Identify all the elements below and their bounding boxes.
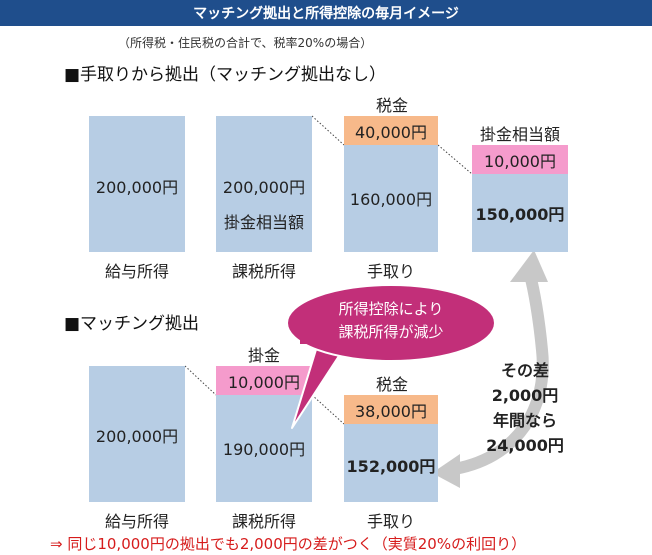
difference-text: その差 2,000円 年間なら 24,000円: [470, 358, 580, 458]
section2-contrib-value: 10,000円: [228, 372, 300, 392]
section2-salary-value: 200,000円: [95, 427, 179, 446]
section1-contrib-value: 10,000円: [484, 151, 556, 171]
section1-final-bar: 150,000円: [472, 174, 568, 252]
section1-taxable-label: 課税所得: [231, 262, 296, 281]
section1-tax-value: 40,000円: [355, 122, 427, 142]
section2-contrib-header: 掛金: [247, 346, 280, 365]
footer-summary: ⇒ 同じ10,000円の拠出でも2,000円の差がつく（実質20%の利回り）: [50, 535, 527, 553]
difference-line1: その差: [500, 361, 549, 380]
section1-tax-header: 税金: [375, 96, 408, 115]
section1-tax-block: 40,000円: [344, 116, 438, 145]
curved-arrow: [447, 273, 549, 476]
connector-line: [311, 394, 345, 425]
section2-salary-bar: 200,000円: [89, 366, 185, 502]
section2-taxable-label: 課税所得: [231, 512, 296, 531]
difference-line4: 24,000円: [486, 436, 564, 455]
section1-net-bar: 160,000円: [344, 145, 438, 252]
title: マッチング拠出と所得控除の毎月イメージ: [193, 6, 459, 22]
section1-taxable-bar: 200,000円 掛金相当額: [216, 116, 312, 252]
section2-tax-header: 税金: [375, 375, 408, 394]
section2-tax-value: 38,000円: [355, 401, 427, 421]
section1-contrib-block: 10,000円: [472, 145, 568, 174]
section2-taxable-value: 190,000円: [222, 440, 306, 459]
connector-line: [311, 115, 345, 146]
arrowhead-bottom: [432, 454, 460, 488]
connector-line: [184, 365, 217, 396]
section2-contrib-block: 10,000円: [216, 366, 312, 395]
section1-salary-value: 200,000円: [95, 178, 179, 197]
difference-line2: 2,000円: [491, 386, 559, 405]
section1-taxable-value: 200,000円: [222, 178, 306, 197]
section1-heading: ■手取りから拠出（マッチング拠出なし）: [64, 65, 387, 85]
section2-heading: ■マッチング拠出: [64, 314, 200, 334]
section1-salary-label: 給与所得: [104, 262, 169, 281]
callout-line1: 所得控除により: [338, 300, 444, 318]
callout-line2: 課税所得が減少: [338, 323, 444, 341]
arrowhead-top: [510, 250, 548, 282]
callout-text: 所得控除により 課税所得が減少: [301, 298, 481, 344]
section1-net-label: 手取り: [366, 262, 415, 281]
title-banner: マッチング拠出と所得控除の毎月イメージ: [0, 0, 652, 26]
section2-tax-block: 38,000円: [344, 395, 438, 424]
section2-salary-label: 給与所得: [104, 512, 169, 531]
section2-net-bar: 152,000円: [344, 424, 438, 502]
section2-net-label: 手取り: [366, 512, 415, 531]
connector-line: [437, 144, 473, 175]
section1-taxable-inner-label: 掛金相当額: [223, 213, 304, 232]
section1-net-value: 160,000円: [349, 190, 433, 209]
section2-net-value: 152,000円: [346, 457, 436, 476]
section1-contrib-header: 掛金相当額: [479, 125, 560, 144]
difference-line3: 年間なら: [492, 411, 557, 430]
tax-rate-note: （所得税・住民税の合計で、税率20%の場合）: [118, 36, 373, 50]
section1-final-value: 150,000円: [475, 205, 565, 224]
section1-salary-bar: 200,000円: [89, 116, 185, 252]
